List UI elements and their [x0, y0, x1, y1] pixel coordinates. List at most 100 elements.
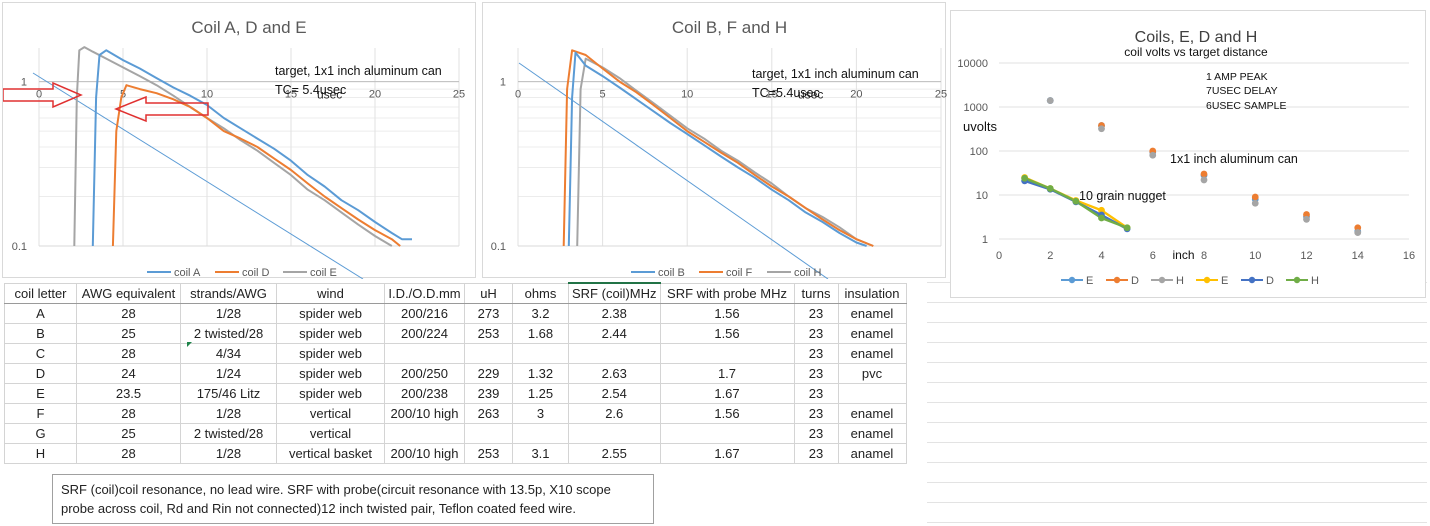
table-cell[interactable]: 1/28 — [180, 403, 277, 424]
table-cell[interactable] — [568, 423, 661, 444]
table-cell[interactable] — [512, 423, 569, 444]
table-cell[interactable]: 3.1 — [512, 443, 569, 464]
table-cell[interactable]: 2.54 — [568, 383, 661, 404]
header-id-od[interactable]: I.D./O.D.mm — [384, 282, 465, 304]
table-cell[interactable]: spider web — [276, 343, 385, 364]
table-cell[interactable]: 253 — [464, 323, 513, 344]
table-cell[interactable]: 1/28 — [180, 303, 277, 324]
table-cell[interactable]: vertical — [276, 423, 385, 444]
table-cell[interactable]: 2.6 — [568, 403, 661, 424]
table-cell[interactable]: enamel — [837, 423, 907, 444]
header-strands-awg[interactable]: strands/AWG — [180, 282, 277, 304]
table-cell[interactable]: 200/10 high — [384, 403, 465, 424]
table-cell[interactable]: 200/10 high — [384, 443, 465, 464]
table-cell[interactable]: 25 — [76, 323, 181, 344]
table-cell[interactable] — [837, 383, 907, 404]
header-wind[interactable]: wind — [276, 282, 385, 304]
table-cell[interactable]: enamel — [837, 403, 907, 424]
table-cell[interactable]: 23 — [793, 303, 839, 324]
table-cell[interactable]: anamel — [837, 443, 907, 464]
table-cell[interactable]: 263 — [464, 403, 513, 424]
table-cell[interactable]: enamel — [837, 343, 907, 364]
table-cell[interactable]: 23 — [793, 383, 839, 404]
table-cell[interactable] — [384, 343, 465, 364]
header-uh[interactable]: uH — [464, 282, 513, 304]
table-cell[interactable]: 1.67 — [659, 443, 795, 464]
table-cell[interactable] — [512, 343, 569, 364]
table-cell[interactable]: G — [4, 423, 77, 444]
table-cell[interactable]: 23.5 — [76, 383, 181, 404]
table-cell[interactable]: C — [4, 343, 77, 364]
table-cell[interactable]: 28 — [76, 403, 181, 424]
table-cell[interactable]: 1.25 — [512, 383, 569, 404]
table-cell[interactable]: 23 — [793, 343, 839, 364]
table-cell[interactable]: 2 twisted/28 — [180, 423, 277, 444]
table-cell[interactable]: 200/250 — [384, 363, 465, 384]
table-cell[interactable]: 200/216 — [384, 303, 465, 324]
table-cell[interactable]: 1.7 — [659, 363, 795, 384]
table-cell[interactable]: B — [4, 323, 77, 344]
table-cell[interactable]: 23 — [793, 423, 839, 444]
table-cell[interactable]: D — [4, 363, 77, 384]
chart-coil-a-d-e[interactable]: Coil A, D and E 0 5 10 15 20 25 usec 1 0.1 target,… — [2, 2, 476, 280]
table-cell[interactable]: 1/28 — [180, 443, 277, 464]
table-cell[interactable]: 24 — [76, 363, 181, 384]
table-cell[interactable]: pvc — [837, 363, 907, 384]
header-coil-letter[interactable]: coil letter — [4, 282, 77, 304]
header-awg-equivalent[interactable]: AWG equivalent — [76, 282, 181, 304]
table-cell[interactable]: 2.63 — [568, 363, 661, 384]
table-cell[interactable]: 28 — [76, 343, 181, 364]
table-cell[interactable]: 23 — [793, 323, 839, 344]
table-cell[interactable]: 4/34 — [180, 343, 277, 364]
table-cell[interactable]: enamel — [837, 303, 907, 324]
table-cell[interactable]: 2.38 — [568, 303, 661, 324]
table-cell[interactable]: E — [4, 383, 77, 404]
table-cell[interactable]: enamel — [837, 323, 907, 344]
header-srf-coil[interactable]: SRF (coil)MHz — [568, 282, 661, 304]
header-srf-probe[interactable]: SRF with probe MHz — [659, 282, 795, 304]
note-text-box[interactable]: SRF (coil)coil resonance, no lead wire. … — [52, 474, 654, 524]
table-cell[interactable]: 2.55 — [568, 443, 661, 464]
header-ohms[interactable]: ohms — [512, 282, 569, 304]
table-cell[interactable]: spider web — [276, 363, 385, 384]
table-cell[interactable]: spider web — [276, 383, 385, 404]
table-cell[interactable]: 239 — [464, 383, 513, 404]
chart-coil-b-f-h[interactable]: Coil B, F and H 0 5 10 15 20 25 usec 1 0.1 target,… — [482, 2, 947, 280]
table-cell[interactable]: 1.68 — [512, 323, 569, 344]
table-cell[interactable]: H — [4, 443, 77, 464]
table-cell[interactable]: 28 — [76, 303, 181, 324]
table-cell[interactable]: 1.56 — [659, 303, 795, 324]
table-cell[interactable]: spider web — [276, 303, 385, 324]
table-cell[interactable] — [384, 423, 465, 444]
table-cell[interactable]: 1.56 — [659, 403, 795, 424]
table-cell[interactable]: vertical basket — [276, 443, 385, 464]
table-cell[interactable]: 23 — [793, 403, 839, 424]
table-cell[interactable]: 1.56 — [659, 323, 795, 344]
table-cell[interactable]: 3.2 — [512, 303, 569, 324]
table-cell[interactable] — [464, 343, 513, 364]
table-cell[interactable]: 3 — [512, 403, 569, 424]
header-turns[interactable]: turns — [793, 282, 839, 304]
table-cell[interactable]: 175/46 Litz — [180, 383, 277, 404]
table-cell[interactable]: 2.44 — [568, 323, 661, 344]
table-cell[interactable] — [659, 343, 795, 364]
table-cell[interactable]: 1.67 — [659, 383, 795, 404]
table-cell[interactable] — [464, 423, 513, 444]
table-cell[interactable]: F — [4, 403, 77, 424]
table-cell[interactable]: 200/238 — [384, 383, 465, 404]
table-cell[interactable]: 1.32 — [512, 363, 569, 384]
table-cell[interactable]: 273 — [464, 303, 513, 324]
table-cell[interactable]: 200/224 — [384, 323, 465, 344]
table-cell[interactable]: 2 twisted/28 — [180, 323, 277, 344]
table-cell[interactable]: 23 — [793, 363, 839, 384]
header-insulation[interactable]: insulation — [837, 282, 907, 304]
table-cell[interactable]: 229 — [464, 363, 513, 384]
table-cell[interactable]: 23 — [793, 443, 839, 464]
table-cell[interactable] — [568, 343, 661, 364]
table-cell[interactable]: vertical — [276, 403, 385, 424]
table-cell[interactable] — [659, 423, 795, 444]
table-cell[interactable]: 1/24 — [180, 363, 277, 384]
table-cell[interactable]: spider web — [276, 323, 385, 344]
table-cell[interactable]: 253 — [464, 443, 513, 464]
